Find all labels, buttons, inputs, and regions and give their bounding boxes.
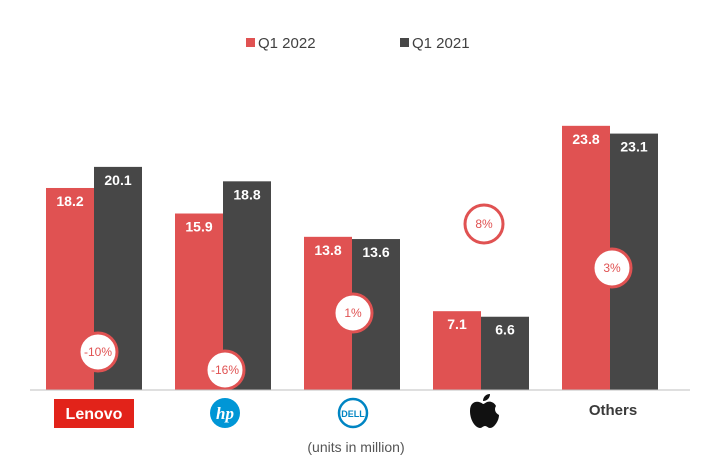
hp-logo-text: hp: [216, 404, 234, 423]
bar-value-hp-q1-2022: 15.9: [185, 219, 212, 235]
change-badge-dell: 1%: [332, 292, 374, 334]
change-badge-circle-apple: [463, 203, 505, 245]
legend-label-q1-2021: Q1 2021: [412, 35, 470, 52]
category-apple: [470, 394, 499, 428]
bars-group: 18.2 20.1 15.9 18.8 13.8 13.6 7.1 6.6 23.8 23.1: [46, 125, 658, 390]
change-badge-circle-lenovo: [77, 331, 119, 373]
category-dell: DELL: [337, 397, 369, 429]
legend-swatch-q1-2021: [400, 38, 409, 47]
bar-apple-q1-2021: [481, 316, 529, 390]
bar-value-apple-q1-2021: 6.6: [495, 322, 515, 338]
category-lenovo: Lenovo: [54, 399, 134, 428]
lenovo-logo: [54, 399, 134, 428]
change-badge-others: 3%: [591, 247, 633, 289]
change-value-apple: 8%: [475, 217, 493, 231]
bar-value-others-q1-2021: 23.1: [620, 139, 647, 155]
change-badges-group: -10% -16% 1% 8% 3%: [77, 203, 633, 391]
bar-value-hp-q1-2021: 18.8: [233, 186, 260, 202]
change-value-lenovo: -10%: [84, 345, 112, 359]
legend-swatch-q1-2022: [246, 38, 255, 47]
bar-value-lenovo-q1-2022: 18.2: [56, 193, 83, 209]
change-badge-lenovo: -10%: [77, 331, 119, 373]
category-hp: hp: [210, 398, 240, 428]
dell-logo: [337, 397, 369, 429]
change-badge-apple: 8%: [463, 203, 505, 245]
change-badge-circle-dell: [332, 292, 374, 334]
category-label-others: Others: [589, 402, 637, 419]
bar-value-dell-q1-2022: 13.8: [314, 242, 341, 258]
dell-logo-text: DELL: [341, 409, 365, 419]
change-value-hp: -16%: [211, 363, 239, 377]
apple-leaf-icon: [483, 394, 490, 401]
bar-value-dell-q1-2021: 13.6: [362, 244, 389, 260]
change-value-others: 3%: [603, 261, 621, 275]
legend: Q1 2022 Q1 2021: [246, 35, 470, 52]
bar-apple-q1-2022: [433, 311, 481, 390]
change-value-dell: 1%: [344, 306, 362, 320]
bar-value-others-q1-2022: 23.8: [572, 131, 599, 147]
hp-logo: [210, 398, 240, 428]
change-badge-hp: -16%: [204, 349, 246, 391]
change-badge-circle-others: [591, 247, 633, 289]
legend-label-q1-2022: Q1 2022: [258, 35, 316, 52]
apple-logo-icon: [470, 401, 499, 428]
lenovo-logo-text: Lenovo: [66, 406, 123, 423]
change-badge-circle-hp: [204, 349, 246, 391]
bar-value-lenovo-q1-2021: 20.1: [104, 172, 131, 188]
units-note: (units in million): [307, 439, 404, 455]
bar-value-apple-q1-2022: 7.1: [447, 316, 467, 332]
